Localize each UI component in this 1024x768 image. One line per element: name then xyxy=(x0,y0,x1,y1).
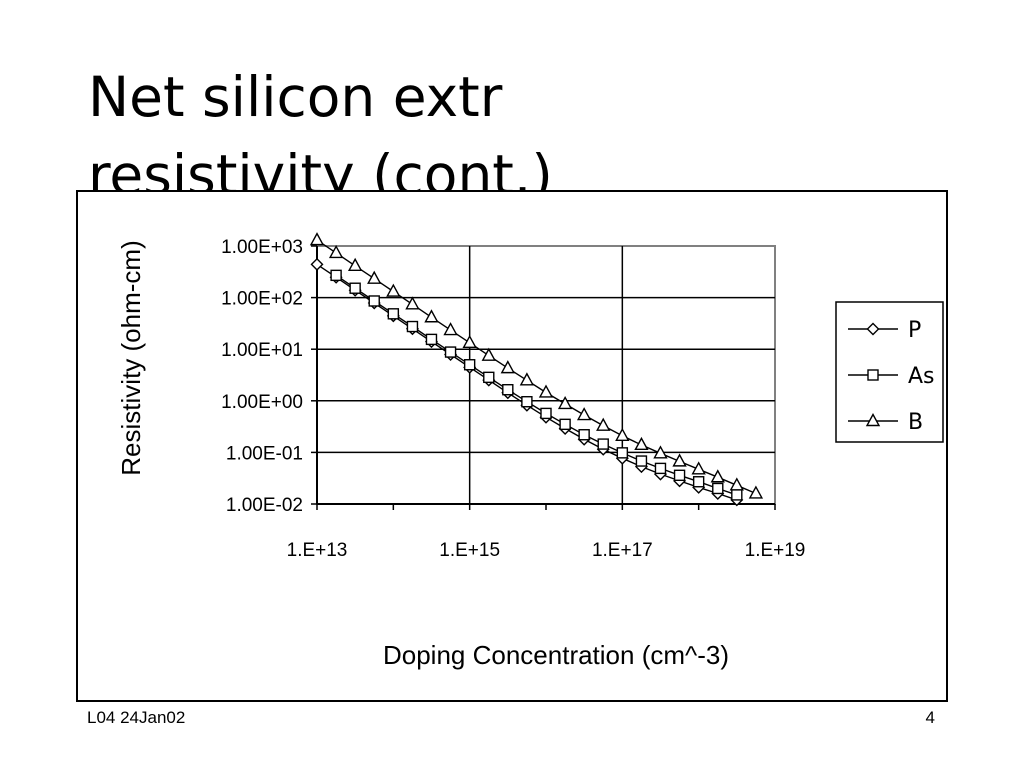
data-point-as xyxy=(406,320,419,333)
legend-label-p: P xyxy=(908,318,921,343)
data-point-b xyxy=(309,232,325,246)
data-point-b xyxy=(367,270,382,284)
data-point-b xyxy=(634,436,649,451)
data-point-as xyxy=(463,359,476,371)
x-tick-label: 1.E+17 xyxy=(592,540,653,561)
data-point-b xyxy=(462,334,477,349)
legend-marker-p xyxy=(866,322,880,336)
data-point-p xyxy=(310,257,324,271)
y-tick-label: 1.00E-01 xyxy=(226,443,303,464)
data-point-b xyxy=(748,485,764,499)
x-tick-label: 1.E+15 xyxy=(439,540,500,561)
data-point-b xyxy=(443,322,458,336)
data-point-as xyxy=(425,333,438,346)
data-point-as xyxy=(692,476,705,488)
data-point-as xyxy=(349,282,361,294)
y-tick-label: 1.00E+02 xyxy=(221,289,303,310)
data-point-b xyxy=(405,296,420,310)
resistivity-chart: 1.00E+03 1.00E+02 1.00E+01 1.00E+00 1.00E-01… xyxy=(116,232,944,670)
y-tick-label: 1.00E+00 xyxy=(221,392,303,413)
legend-marker-as xyxy=(867,369,879,381)
data-point-b xyxy=(386,283,401,297)
y-tick-label: 1.00E-02 xyxy=(226,495,303,516)
data-point-as xyxy=(502,384,514,396)
data-point-as xyxy=(483,371,495,384)
data-point-b xyxy=(500,360,515,374)
data-point-b xyxy=(481,347,496,361)
data-point-b xyxy=(710,469,725,483)
data-point-as xyxy=(712,482,724,495)
legend-box xyxy=(835,301,944,443)
data-point-as xyxy=(540,407,552,420)
data-point-b xyxy=(538,384,554,398)
data-point-b xyxy=(672,453,687,467)
plot-area xyxy=(316,245,776,505)
legend-label-as: As xyxy=(908,364,935,389)
data-point-b xyxy=(347,257,363,271)
series-line-as xyxy=(335,274,738,496)
data-point-as xyxy=(616,447,629,459)
data-point-b xyxy=(596,417,611,431)
data-point-b xyxy=(576,407,592,421)
footer-date: L04 24Jan02 xyxy=(87,708,186,727)
y-tick-label: 1.00E+01 xyxy=(221,340,303,361)
x-axis-title: Doping Concentration (cm^-3) xyxy=(383,640,729,670)
data-point-as xyxy=(330,269,342,282)
legend-label-b: B xyxy=(908,410,923,435)
data-point-as xyxy=(559,418,571,431)
data-point-b xyxy=(557,395,573,410)
page-number: 4 xyxy=(925,708,935,727)
data-point-as xyxy=(635,455,648,467)
legend-marker-b xyxy=(865,413,881,427)
data-point-b xyxy=(729,477,744,491)
y-tick-label: 1.00E+03 xyxy=(221,237,303,258)
x-tick-label: 1.E+19 xyxy=(745,540,806,561)
data-point-b xyxy=(615,427,630,441)
data-point-b xyxy=(424,309,439,323)
data-point-as xyxy=(368,295,380,307)
data-point-as xyxy=(387,308,400,320)
data-point-as xyxy=(673,469,686,481)
data-point-as xyxy=(731,489,743,501)
chart-frame: 1.00E+03 1.00E+02 1.00E+01 1.00E+00 1.00E-01… xyxy=(76,190,948,702)
data-point-as xyxy=(521,396,533,408)
data-point-b xyxy=(328,244,344,259)
data-point-as xyxy=(654,462,667,475)
x-tick-label: 1.E+13 xyxy=(287,540,348,561)
data-point-as xyxy=(578,429,590,441)
data-point-b xyxy=(653,445,668,459)
data-point-b xyxy=(519,372,535,386)
data-point-b xyxy=(691,461,706,475)
data-point-as xyxy=(444,346,457,358)
data-point-as xyxy=(597,438,609,450)
y-axis-title: Resistivity (ohm-cm) xyxy=(116,240,146,475)
